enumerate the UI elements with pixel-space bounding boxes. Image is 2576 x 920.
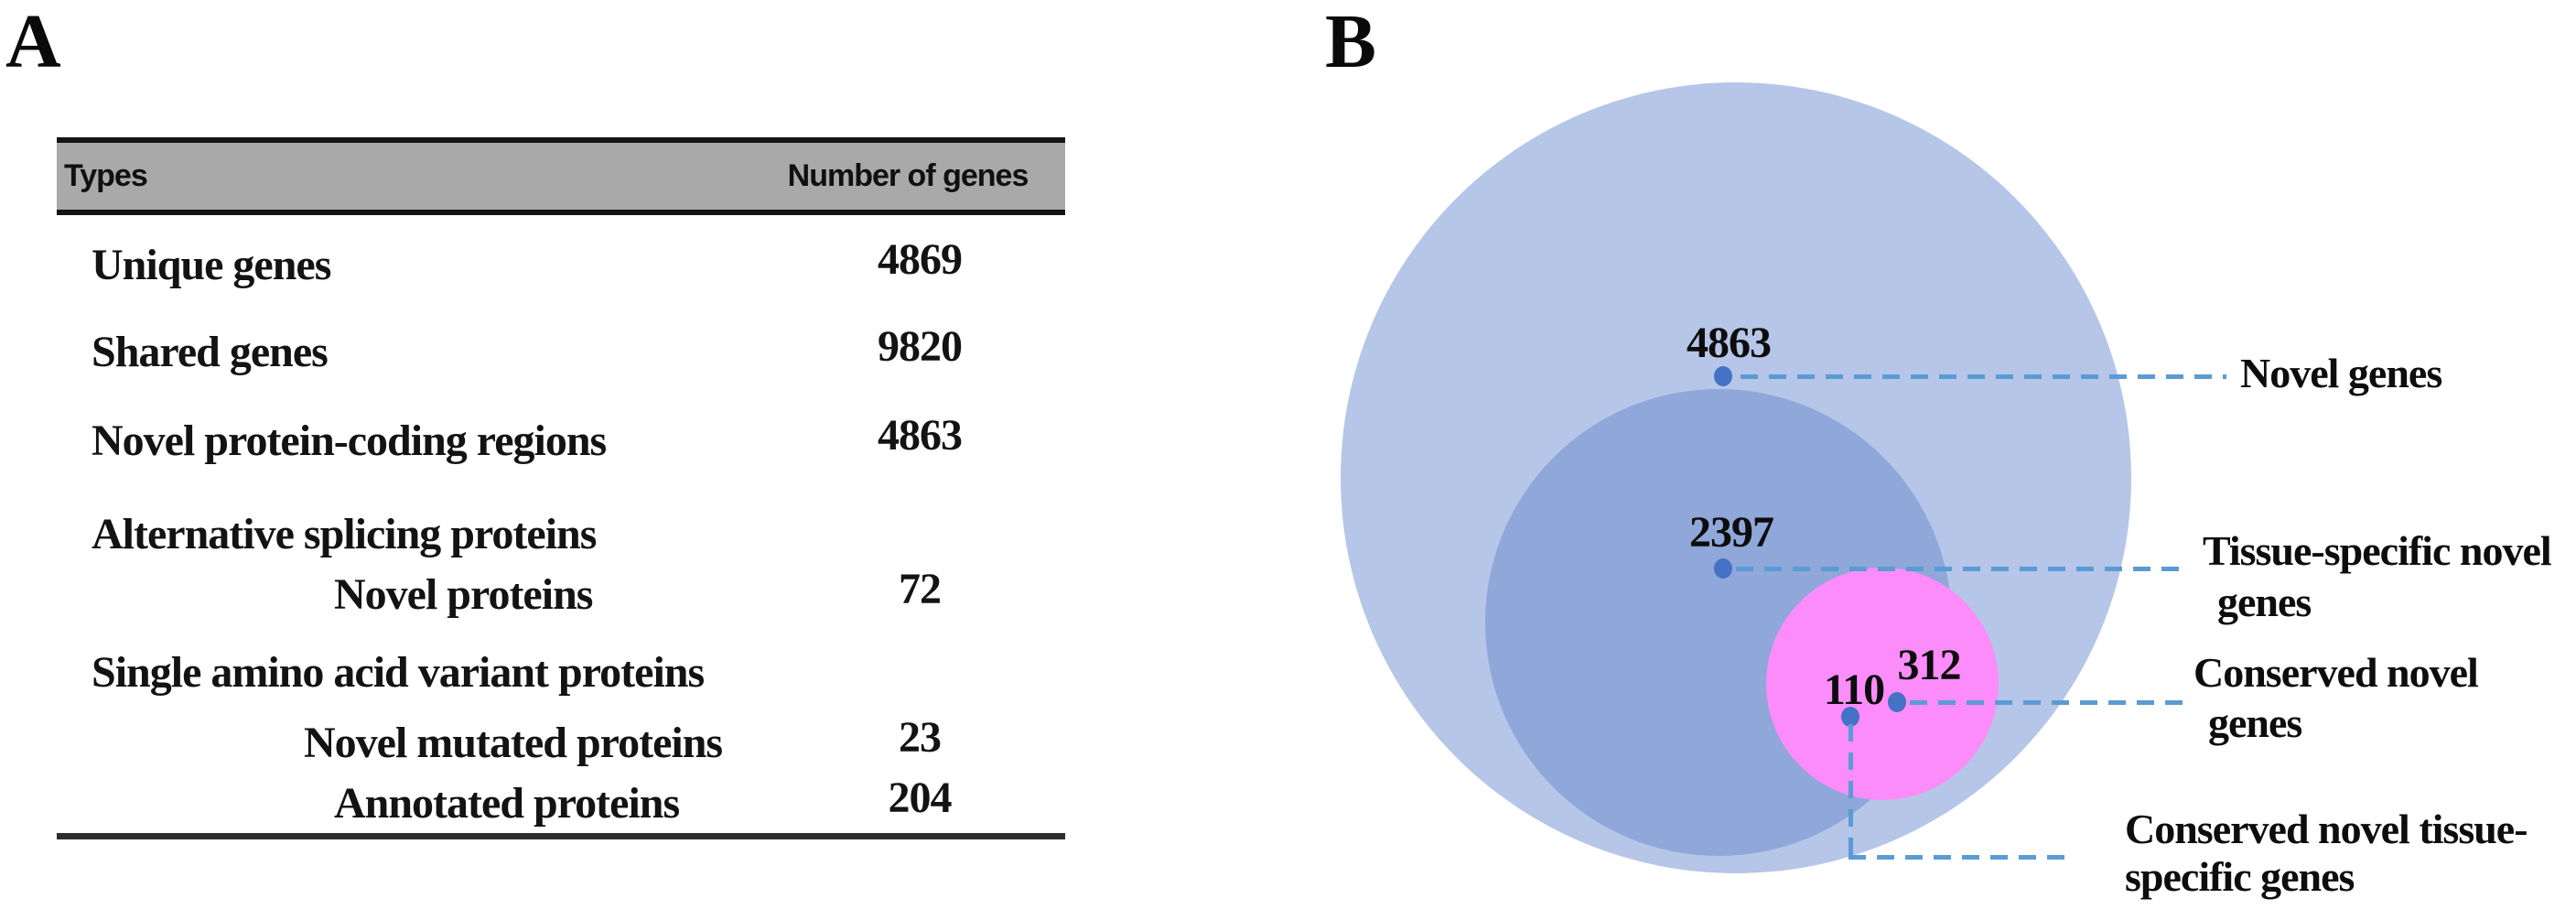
panel-a-label: A <box>5 0 61 84</box>
row-type-label: Annotated proteins <box>334 779 680 828</box>
header-number-of-genes: Number of genes <box>787 158 1029 193</box>
count-conserved-novel-tissue-specific-genes: 110 <box>1823 666 1885 714</box>
row-type-label: Unique genes <box>92 241 331 289</box>
panel-b-label: B <box>1325 0 1377 84</box>
count-tissue-specific-novel-genes: 2397 <box>1689 508 1774 557</box>
marker-dot-tissue-specific-novel-genes <box>1714 558 1732 579</box>
callout-conserved-novel-tissue-specific-genes: Conserved novel tissue- specific genes <box>2125 806 2528 901</box>
table-row: Single amino acid variant proteins <box>57 647 1065 698</box>
marker-dot-conserved-novel-genes <box>1888 692 1906 712</box>
header-types: Types <box>64 158 148 193</box>
callout-line: genes <box>2208 699 2302 746</box>
leader-line-conserved-novel-genes <box>1910 700 2188 705</box>
callout-novel-genes: Novel genes <box>2240 349 2442 398</box>
table-row: Novel protein-coding regions 4863 <box>57 411 1065 467</box>
table-bottom-rule <box>57 833 1065 839</box>
leader-line-conserved-novel-tissue-specific <box>1848 855 2071 860</box>
table-row: Alternative splicing proteins <box>57 509 1065 560</box>
table-row-indented: Novel proteins 72 <box>57 565 1065 621</box>
inner-circle-conserved-novel-genes <box>1766 568 1999 800</box>
leader-line-novel-genes <box>1741 374 2226 379</box>
callout-line: Conserved novel tissue- <box>2125 806 2528 852</box>
leader-line-vertical-conserved-novel-tissue-specific <box>1848 724 1853 858</box>
row-value: 204 <box>888 774 953 822</box>
table-row-indented: Novel mutated proteins 23 <box>57 713 1065 769</box>
callout-conserved-novel-genes: Conserved novel genes <box>2193 647 2479 748</box>
marker-dot-conserved-novel-tissue-specific-genes <box>1841 707 1859 727</box>
callout-line: Tissue-specific novel <box>2203 527 2552 574</box>
row-type-label: Novel mutated proteins <box>304 719 723 767</box>
row-type-label: Shared genes <box>92 328 329 376</box>
callout-tissue-specific-novel-genes: Tissue-specific novel genes <box>2203 525 2552 628</box>
table-row: Shared genes 9820 <box>57 322 1065 378</box>
table-row: Unique genes 4869 <box>57 235 1065 291</box>
row-value: 72 <box>899 565 942 613</box>
table-row-indented: Annotated proteins 204 <box>57 774 1065 829</box>
row-type-label: Novel proteins <box>334 570 593 619</box>
row-value: 4863 <box>878 411 963 460</box>
row-value: 23 <box>899 713 942 762</box>
leader-line-tissue-specific-novel-genes <box>1736 567 2190 571</box>
callout-line: specific genes <box>2125 853 2355 900</box>
row-value: 4869 <box>878 235 963 284</box>
row-type-label: Single amino acid variant proteins <box>92 648 705 697</box>
marker-dot-novel-genes <box>1714 366 1732 386</box>
row-type-label: Alternative splicing proteins <box>92 510 597 558</box>
callout-line: Novel genes <box>2240 350 2442 396</box>
count-conserved-novel-genes: 312 <box>1897 641 1962 689</box>
row-value: 9820 <box>878 322 963 371</box>
count-novel-genes: 4863 <box>1687 319 1772 367</box>
callout-line: genes <box>2217 579 2312 625</box>
row-type-label: Novel protein-coding regions <box>92 417 607 465</box>
callout-line: Conserved novel <box>2193 649 2479 696</box>
gene-table-header: Types Number of genes <box>57 137 1065 215</box>
